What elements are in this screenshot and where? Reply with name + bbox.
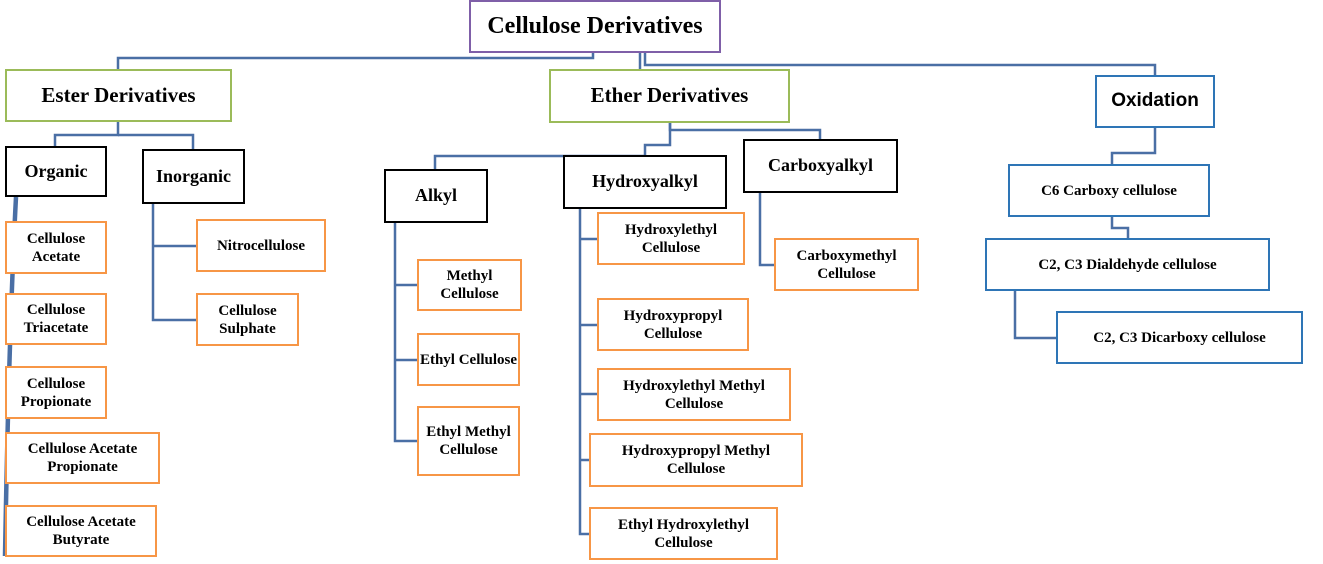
organic-item: Cellulose Propionate (5, 366, 107, 419)
subcategory-alkyl: Alkyl (384, 169, 488, 223)
alkyl-item: Ethyl Methyl Cellulose (417, 406, 520, 476)
carboxyalkyl-item: Carboxymethyl Cellulose (774, 238, 919, 291)
alkyl-item: Ethyl Cellulose (417, 333, 520, 386)
hydroxyalkyl-item: Hydroxypropyl Methyl Cellulose (589, 433, 803, 487)
subcategory-carboxyalkyl: Carboxyalkyl (743, 139, 898, 193)
organic-item: Cellulose Acetate Butyrate (5, 505, 157, 557)
alkyl-item: Methyl Cellulose (417, 259, 522, 311)
oxidation-item-dialdehyde: C2, C3 Dialdehyde cellulose (985, 238, 1270, 291)
hydroxyalkyl-item: Hydroxypropyl Cellulose (597, 298, 749, 351)
hydroxyalkyl-item: Hydroxylethyl Cellulose (597, 212, 745, 265)
inorganic-item: Cellulose Sulphate (196, 293, 299, 346)
oxidation-item-label: C2, C3 Dicarboxy cellulose (1093, 329, 1266, 346)
subcategory-hydroxyalkyl: Hydroxyalkyl (563, 155, 727, 209)
category-oxidation: Oxidation (1095, 75, 1215, 128)
organic-item: Cellulose Acetate (5, 221, 107, 274)
subcategory-organic: Organic (5, 146, 107, 197)
hydroxyalkyl-item: Ethyl Hydroxylethyl Cellulose (589, 507, 778, 560)
organic-item: Cellulose Triacetate (5, 293, 107, 345)
hydroxyalkyl-item: Hydroxylethyl Methyl Cellulose (597, 368, 791, 421)
organic-item: Cellulose Acetate Propionate (5, 432, 160, 484)
subcategory-inorganic: Inorganic (142, 149, 245, 204)
oxidation-item-dicarboxy: C2, C3 Dicarboxy cellulose (1056, 311, 1303, 364)
oxidation-item-label: C6 Carboxy cellulose (1041, 182, 1177, 199)
category-ester-derivatives: Ester Derivatives (5, 69, 232, 122)
oxidation-item-c6-carboxy: C6 Carboxy cellulose (1008, 164, 1210, 217)
category-ether-derivatives: Ether Derivatives (549, 69, 790, 123)
oxidation-item-label: C2, C3 Dialdehyde cellulose (1038, 256, 1217, 273)
root-node-title: Cellulose Derivatives (469, 0, 721, 53)
inorganic-item: Nitrocellulose (196, 219, 326, 272)
